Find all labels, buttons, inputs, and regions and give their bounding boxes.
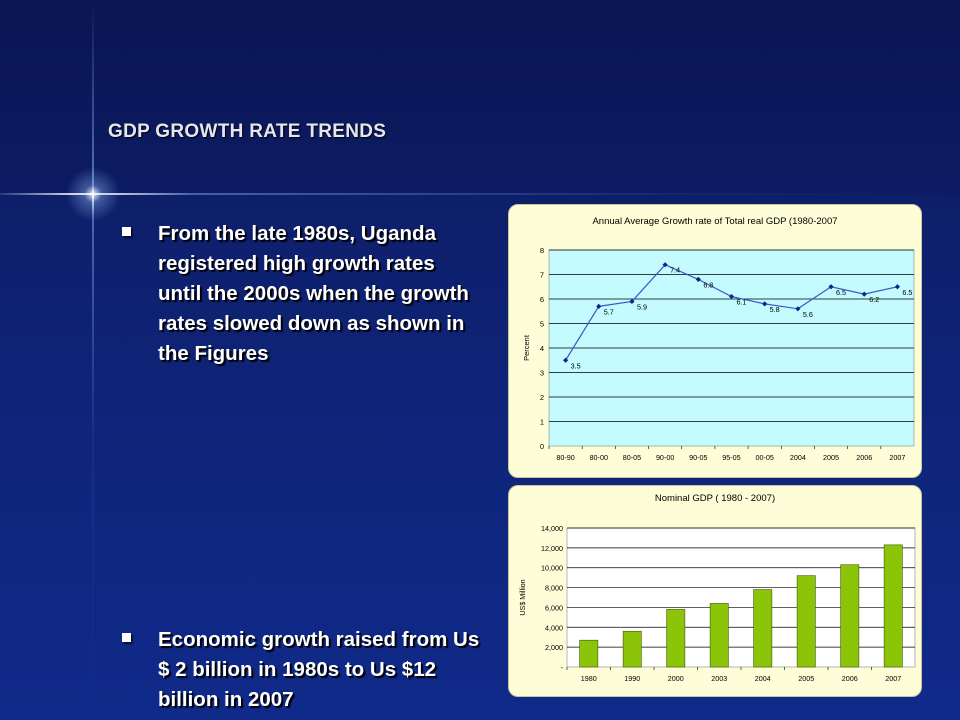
chart-title: Nominal GDP ( 1980 - 2007) xyxy=(655,493,775,504)
y-tick-label: 12,000 xyxy=(541,544,563,553)
data-label: 5.7 xyxy=(604,307,614,316)
growth-rate-chart-panel: Annual Average Growth rate of Total real… xyxy=(508,204,922,478)
data-point xyxy=(728,293,735,300)
nominal-gdp-chart-panel: Nominal GDP ( 1980 - 2007) - 2,000 4,000 6,0… xyxy=(508,485,922,697)
x-tick-label: 2006 xyxy=(856,453,872,462)
data-label: 6.5 xyxy=(836,288,846,297)
y-tick-label: 0 xyxy=(540,442,544,451)
data-label: 6.8 xyxy=(703,280,713,289)
x-tick-label: 1990 xyxy=(624,674,640,683)
x-tick-label: 80-05 xyxy=(623,453,641,462)
data-point xyxy=(762,301,768,307)
x-tick-label: 80-00 xyxy=(590,453,608,462)
data-label: 5.8 xyxy=(770,305,780,314)
y-tick-label: 4,000 xyxy=(545,623,563,632)
light-flare-vertical xyxy=(92,0,94,720)
y-axis-label: US$ Million xyxy=(518,579,527,615)
growth-rate-line-chart: Annual Average Growth rate of Total real… xyxy=(522,216,915,462)
x-tick-label: 2000 xyxy=(668,674,684,683)
data-label: 6.1 xyxy=(737,298,747,307)
data-label: 6.5 xyxy=(902,288,912,297)
bar xyxy=(622,630,642,668)
nominal-gdp-bar-chart: Nominal GDP ( 1980 - 2007) - 2,000 4,000 6,0… xyxy=(518,493,916,683)
y-tick-label: 5 xyxy=(540,320,544,329)
x-tick-label: 2007 xyxy=(889,453,905,462)
y-tick-label: - xyxy=(561,663,564,672)
y-tick-label: 10,000 xyxy=(541,564,563,573)
bar xyxy=(796,575,816,668)
y-tick-label: 3 xyxy=(540,369,544,378)
chart-title: Annual Average Growth rate of Total real… xyxy=(592,216,837,227)
y-tick-label: 6,000 xyxy=(545,603,563,612)
y-tick-label: 14,000 xyxy=(541,524,563,533)
data-label: 5.6 xyxy=(803,310,813,319)
data-point xyxy=(828,284,834,290)
plot-area xyxy=(566,527,916,668)
y-tick-label: 6 xyxy=(540,295,544,304)
y-tick-label: 8,000 xyxy=(545,584,563,593)
x-tick-label: 95-05 xyxy=(722,453,740,462)
y-axis-label: Percent xyxy=(522,334,531,361)
x-tick-label: 2005 xyxy=(823,453,839,462)
y-tick-label: 7 xyxy=(540,271,544,280)
bar xyxy=(883,544,903,668)
y-tick-label: 2 xyxy=(540,393,544,402)
x-tick-label: 2006 xyxy=(842,674,858,683)
y-tick-label: 2,000 xyxy=(545,643,563,652)
y-tick-label: 1 xyxy=(540,418,544,427)
data-point xyxy=(861,291,867,297)
data-point xyxy=(562,357,569,363)
bar xyxy=(709,603,729,668)
bullet-item-growth: From the late 1980s, Uganda registered h… xyxy=(122,219,482,369)
light-flare-horizontal xyxy=(0,193,960,195)
x-tick-label: 2004 xyxy=(790,453,806,462)
bullet-text: Economic growth raised from Us $ 2 billi… xyxy=(158,628,480,711)
light-flare-glow xyxy=(62,163,124,225)
data-label: 3.5 xyxy=(571,361,581,370)
x-tick-label: 2007 xyxy=(885,674,901,683)
data-label: 5.9 xyxy=(637,302,647,311)
data-label: 6.2 xyxy=(869,295,879,304)
title-band xyxy=(0,0,960,195)
bullet-text: From the late 1980s, Uganda registered h… xyxy=(158,222,469,365)
x-tick-label: 80-90 xyxy=(556,453,574,462)
y-tick-label: 8 xyxy=(540,246,544,255)
x-tick-label: 2005 xyxy=(798,674,814,683)
slide-title: GDP GROWTH RATE TRENDS xyxy=(108,121,387,142)
bullet-item-economic: Economic growth raised from Us $ 2 billi… xyxy=(122,625,482,715)
x-tick-label: 00-05 xyxy=(755,453,773,462)
data-label: 7.4 xyxy=(670,266,680,275)
bar xyxy=(840,564,860,668)
y-tick-label: 4 xyxy=(540,344,544,353)
x-tick-label: 2003 xyxy=(711,674,727,683)
bar xyxy=(753,589,773,668)
bullet-marker xyxy=(122,633,131,642)
data-point xyxy=(894,284,901,290)
x-tick-label: 2004 xyxy=(755,674,771,683)
bar xyxy=(579,639,599,668)
bullet-marker xyxy=(122,227,131,236)
x-tick-label: 90-05 xyxy=(689,453,707,462)
x-tick-label: 90-00 xyxy=(656,453,674,462)
bar xyxy=(666,609,686,668)
x-tick-label: 1980 xyxy=(581,674,597,683)
